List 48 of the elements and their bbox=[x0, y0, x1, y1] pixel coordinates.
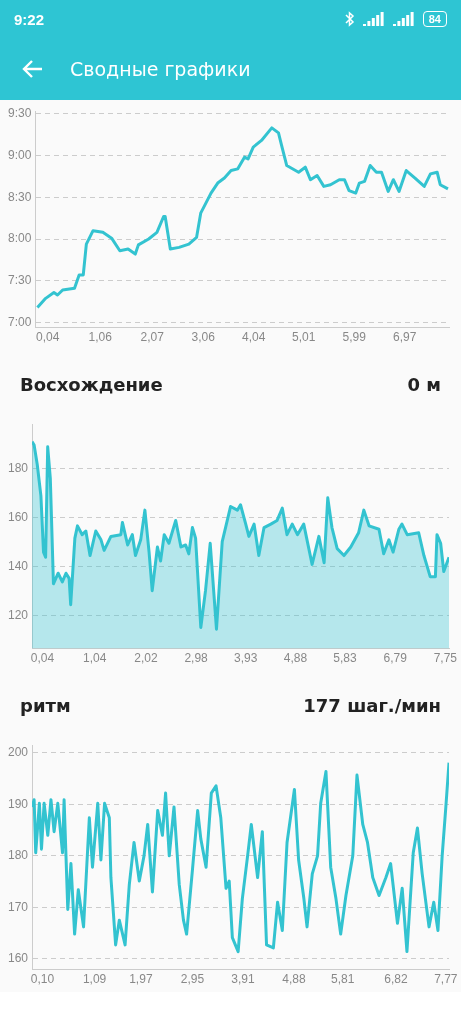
y-tick-label: 190 bbox=[7, 796, 29, 811]
x-tick-label: 2,98 bbox=[184, 651, 209, 666]
chart-title: Восхождение bbox=[20, 374, 163, 395]
y-tick-label: 120 bbox=[7, 608, 29, 623]
chart-title: ритм bbox=[20, 695, 71, 716]
x-tick-label: 5,83 bbox=[333, 651, 358, 666]
chart-subtitle: 0 м bbox=[407, 374, 441, 395]
y-tick-label: 9:00 bbox=[8, 147, 32, 162]
x-tick-label: 1,97 bbox=[129, 972, 153, 987]
x-tick-label: 4,88 bbox=[283, 651, 308, 666]
chart-subtitle: 177 шаг./мин bbox=[303, 695, 441, 716]
x-tick-label: 0,10 bbox=[30, 972, 55, 987]
x-tick-label: 2,95 bbox=[180, 972, 205, 987]
y-tick-label: 9:30 bbox=[8, 106, 32, 121]
x-tick-label: 4,88 bbox=[282, 972, 306, 987]
x-tick-label: 6,97 bbox=[393, 330, 417, 345]
x-tick-label: 2,02 bbox=[134, 651, 158, 666]
x-tick-label: 1,04 bbox=[83, 651, 107, 666]
x-tick-label: 7,77 bbox=[434, 972, 458, 987]
x-tick-label: 7,75 bbox=[433, 651, 458, 666]
x-tick-label: 0,04 bbox=[30, 651, 55, 666]
x-tick-label: 5,99 bbox=[342, 330, 367, 345]
x-tick-label: 1,06 bbox=[88, 330, 113, 345]
y-tick-label: 160 bbox=[7, 510, 29, 525]
x-tick-label: 6,82 bbox=[384, 972, 408, 987]
x-tick-label: 0,04 bbox=[36, 330, 60, 345]
battery-icon: 84 bbox=[422, 11, 447, 27]
x-tick-label: 3,06 bbox=[191, 330, 216, 345]
y-tick-label: 180 bbox=[7, 848, 29, 863]
text: 9:22 bbox=[14, 10, 45, 28]
y-tick-label: 170 bbox=[7, 899, 29, 914]
y-tick-label: 180 bbox=[7, 460, 29, 475]
x-tick-label: 4,04 bbox=[242, 330, 266, 345]
x-tick-label: 3,91 bbox=[231, 972, 255, 987]
x-tick-label: 6,79 bbox=[383, 651, 408, 666]
y-tick-label: 7:00 bbox=[8, 314, 32, 329]
y-tick-label: 160 bbox=[7, 951, 29, 966]
y-tick-label: 200 bbox=[7, 745, 29, 760]
y-tick-label: 140 bbox=[7, 559, 29, 574]
y-tick-label: 8:30 bbox=[8, 189, 32, 204]
y-tick-label: 7:30 bbox=[8, 273, 32, 288]
x-tick-label: 3,93 bbox=[234, 651, 258, 666]
x-tick-label: 1,09 bbox=[82, 972, 107, 987]
y-tick-label: 8:00 bbox=[8, 231, 32, 246]
x-tick-label: 5,01 bbox=[292, 330, 316, 345]
x-tick-label: 5,81 bbox=[331, 972, 355, 987]
x-tick-label: 2,07 bbox=[140, 330, 165, 345]
chart-title: Сводные графики bbox=[70, 58, 251, 80]
